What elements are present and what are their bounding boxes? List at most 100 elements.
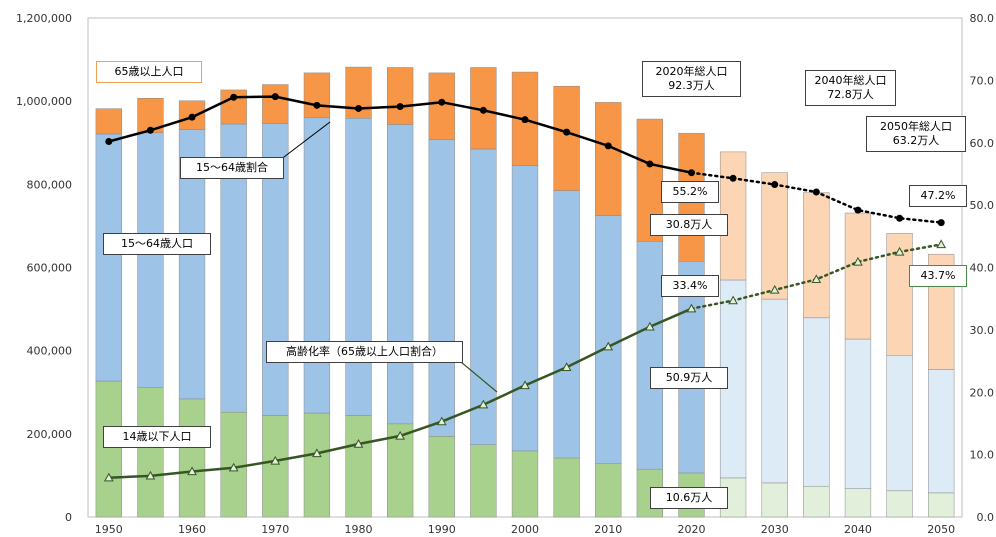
y-left-tick-label: 1,200,000 xyxy=(16,12,72,25)
bar-senior-1985 xyxy=(386,67,414,125)
point-aging-rate-2005 xyxy=(561,362,572,371)
point-aging-rate-2025 xyxy=(728,295,738,305)
y-left-tick-label: 800,000 xyxy=(27,178,73,191)
point-working-ratio-1985 xyxy=(396,103,404,111)
bar-child-1950 xyxy=(95,380,122,518)
point-aging-rate-1980 xyxy=(353,438,364,448)
label-aging-rate: 高齢化率（65歳以上人口割合） xyxy=(266,341,463,363)
bar-senior-2035 xyxy=(803,192,830,319)
right-axis: 0.0 10.0 20.0 30.0 40.0 50.0 60.0 70.0 80.0 xyxy=(970,12,995,524)
bar-working-2035 xyxy=(803,317,830,487)
bar-working-1980 xyxy=(345,117,372,416)
label-working-pop: 15～64歳人口 xyxy=(103,233,211,255)
bar-senior-2010 xyxy=(595,102,622,216)
y-right-tick-label: 10.0 xyxy=(970,449,995,462)
label-working-ratio: 15～64歳割合 xyxy=(180,157,284,179)
point-aging-rate-2050 xyxy=(936,239,947,249)
point-working-ratio-1960 xyxy=(188,113,196,121)
point-aging-rate-1965 xyxy=(228,462,239,472)
bar-working-1995 xyxy=(470,148,497,445)
label-aging-2020: 33.4% xyxy=(661,275,719,297)
x-tick-label: 2030 xyxy=(761,523,789,536)
x-tick-label: 2000 xyxy=(511,523,539,536)
total-2020-line1: 2020年総人口 xyxy=(655,65,728,78)
point-aging-rate-1950 xyxy=(103,472,114,482)
x-tick-label: 1960 xyxy=(178,523,206,536)
bar-child-2050 xyxy=(928,492,955,518)
point-working-ratio-2015 xyxy=(646,160,654,168)
bar-child-1955 xyxy=(137,387,164,518)
bar-child-1975 xyxy=(303,412,331,518)
total-2040-line1: 2040年総人口 xyxy=(814,74,887,87)
bar-senior-2005 xyxy=(553,85,580,191)
point-working-ratio-2005 xyxy=(563,128,571,136)
y-right-tick-label: 30.0 xyxy=(970,324,995,337)
point-aging-rate-1955 xyxy=(145,470,156,480)
x-tick-label: 2020 xyxy=(677,523,705,536)
y-left-tick-label: 1,000,000 xyxy=(16,95,72,108)
point-working-ratio-2010 xyxy=(604,142,612,150)
bar-working-2000 xyxy=(511,165,539,452)
x-tick-label: 2010 xyxy=(594,523,622,536)
point-aging-rate-1960 xyxy=(187,466,197,476)
point-aging-rate-2030 xyxy=(769,284,780,294)
y-right-tick-label: 60.0 xyxy=(970,137,995,150)
point-aging-rate-1970 xyxy=(270,455,281,465)
point-aging-rate-2035 xyxy=(811,274,822,284)
label-child-pop: 14歳以下人口 xyxy=(103,426,211,448)
point-working-ratio-2050 xyxy=(937,219,945,227)
point-working-ratio-2000 xyxy=(521,116,529,124)
bar-working-2005 xyxy=(553,190,580,459)
label-ratio-2020: 55.2% xyxy=(661,181,719,203)
y-left-tick-label: 200,000 xyxy=(27,428,73,441)
point-working-ratio-2025 xyxy=(729,174,737,182)
x-tick-label: 2040 xyxy=(844,523,872,536)
point-working-ratio-2020 xyxy=(687,169,695,177)
y-right-tick-label: 20.0 xyxy=(970,386,995,399)
point-working-ratio-2030 xyxy=(771,181,779,189)
point-aging-rate-2040 xyxy=(853,256,863,266)
point-working-ratio-1950 xyxy=(105,138,113,146)
point-working-ratio-2045 xyxy=(896,214,904,222)
point-aging-rate-1990 xyxy=(436,416,447,426)
bar-senior-2040 xyxy=(844,212,872,340)
point-aging-rate-2000 xyxy=(520,380,530,390)
bar-senior-1990 xyxy=(428,72,455,140)
bar-working-1990 xyxy=(428,139,455,437)
bar-working-2040 xyxy=(844,338,872,489)
label-ratio-2050: 47.2% xyxy=(909,185,967,207)
bar-child-2010 xyxy=(595,463,622,518)
point-working-ratio-1995 xyxy=(479,106,487,114)
x-axis: 1950 1960 1970 1980 1990 2000 2010 2020 2030 2040… xyxy=(95,523,955,536)
bar-senior-1975 xyxy=(303,72,331,119)
bar-working-1975 xyxy=(303,117,331,414)
bar-child-1990 xyxy=(428,436,455,518)
total-2040-line2: 72.8万人 xyxy=(827,88,874,101)
bar-working-1985 xyxy=(386,124,414,425)
left-axis: 0 200,000 400,000 600,000 800,000 1,000,000 1,… xyxy=(16,12,72,524)
point-aging-rate-2045 xyxy=(894,246,905,256)
leader-working-ratio xyxy=(279,121,331,161)
point-aging-rate-1985 xyxy=(395,430,405,440)
label-child-2020: 10.6万人 xyxy=(650,487,728,509)
bar-child-2035 xyxy=(803,485,830,518)
bar-child-1970 xyxy=(262,415,289,518)
label-senior-2020: 30.8万人 xyxy=(650,214,728,236)
total-2050-line2: 63.2万人 xyxy=(892,134,940,147)
bar-child-2030 xyxy=(761,482,788,518)
total-2050-line1: 2050年総人口 xyxy=(880,120,952,133)
x-tick-label: 1970 xyxy=(261,523,289,536)
bar-working-1950 xyxy=(95,133,122,382)
point-working-ratio-2035 xyxy=(812,188,820,196)
line-series xyxy=(103,93,947,482)
y-left-tick-label: 400,000 xyxy=(27,345,73,358)
label-senior-pop: 65歳以上人口 xyxy=(96,61,202,83)
x-tick-label: 1990 xyxy=(428,523,456,536)
bar-working-2015 xyxy=(636,241,664,470)
label-aging-2050: 43.7% xyxy=(909,265,967,287)
x-tick-label: 1980 xyxy=(345,523,373,536)
point-aging-rate-2015 xyxy=(645,321,655,331)
y-right-tick-label: 70.0 xyxy=(970,74,995,87)
